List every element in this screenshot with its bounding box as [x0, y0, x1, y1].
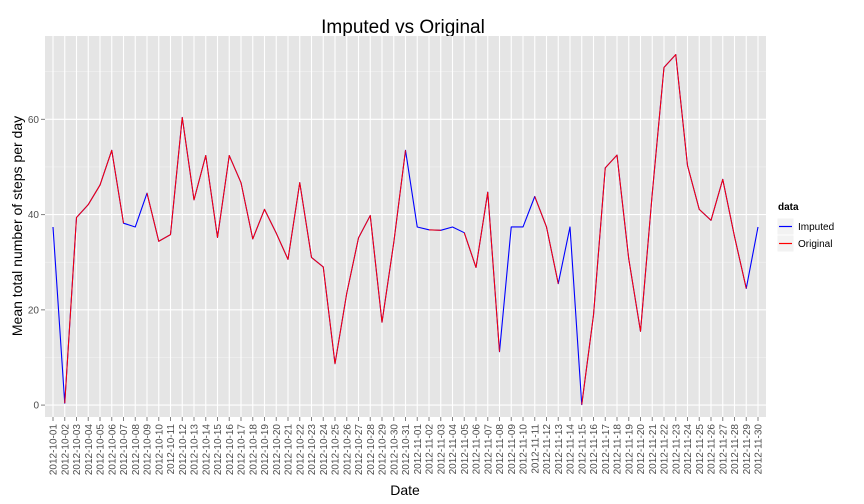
series-line-original [463, 191, 500, 352]
x-tick-label: 2012-11-12 [542, 424, 553, 475]
legend-title: data [778, 202, 799, 213]
x-tick-label: 2012-10-05 [96, 424, 107, 476]
x-tick-label: 2012-10-12 [178, 424, 189, 476]
x-tick-label: 2012-10-24 [319, 424, 330, 476]
x-tick-label: 2012-10-20 [272, 424, 283, 476]
x-tick-label: 2012-10-14 [201, 424, 212, 476]
x-tick-label: 2012-11-25 [695, 424, 706, 475]
x-tick-label: 2012-10-29 [378, 424, 389, 476]
x-tick-label: 2012-10-07 [119, 424, 130, 476]
x-tick-label: 2012-11-30 [754, 424, 765, 475]
y-axis-title: Mean total number of steps per day [9, 116, 25, 336]
x-tick-label: 2012-11-16 [589, 424, 600, 475]
y-tick-label: 60 [28, 115, 40, 126]
legend-label-original: Original [798, 239, 832, 250]
x-tick-label: 2012-11-17 [601, 424, 612, 475]
x-tick-label: 2012-11-09 [507, 424, 518, 475]
y-tick-label: 40 [28, 210, 40, 221]
y-tick-label: 0 [33, 401, 39, 412]
x-tick-label: 2012-10-23 [307, 424, 318, 476]
x-tick-label: 2012-11-19 [624, 424, 635, 475]
x-tick-label: 2012-11-21 [648, 424, 659, 475]
x-tick-label: 2012-11-10 [519, 424, 530, 475]
x-tick-label: 2012-10-28 [366, 424, 377, 476]
x-tick-label: 2012-10-26 [342, 424, 353, 476]
x-tick-label: 2012-11-01 [413, 424, 424, 475]
series-line-original [146, 116, 406, 365]
x-tick-label: 2012-11-02 [425, 424, 436, 475]
y-tick-label: 20 [28, 305, 40, 316]
x-tick-label: 2012-10-30 [389, 424, 400, 476]
x-tick-label: 2012-10-03 [72, 424, 83, 476]
x-tick-label: 2012-10-01 [49, 424, 60, 476]
series-layer [52, 54, 759, 406]
x-tick-label: 2012-10-22 [295, 424, 306, 476]
series-line-original [534, 196, 559, 284]
x-tick-label: 2012-10-16 [225, 424, 236, 476]
chart-title: Imputed vs Original [321, 17, 485, 38]
x-tick-label: 2012-10-11 [166, 424, 177, 475]
grid-major [45, 36, 766, 417]
x-tick-label: 2012-10-18 [248, 424, 259, 476]
x-tick-label: 2012-11-29 [742, 424, 753, 475]
x-tick-label: 2012-11-13 [554, 424, 565, 475]
y-axis: 0 20 40 60 [28, 115, 45, 412]
legend-label-imputed: Imputed [798, 222, 834, 233]
x-tick-label: 2012-10-08 [131, 424, 142, 476]
x-tick-label: 2012-10-15 [213, 424, 224, 476]
x-tick-label: 2012-10-31 [401, 424, 412, 476]
x-tick-label: 2012-10-02 [60, 424, 71, 476]
x-tick-label: 2012-10-27 [354, 424, 365, 476]
x-tick-label: 2012-11-22 [660, 424, 671, 475]
x-tick-label: 2012-11-11 [530, 424, 541, 474]
x-tick-label: 2012-11-24 [683, 424, 694, 475]
x-tick-label: 2012-11-15 [577, 424, 588, 475]
x-tick-label: 2012-11-23 [671, 424, 682, 475]
x-tick-label: 2012-11-06 [472, 424, 483, 475]
x-tick-label: 2012-10-25 [331, 424, 342, 476]
x-tick-label: 2012-10-10 [154, 424, 165, 476]
x-tick-label: 2012-10-19 [260, 424, 271, 476]
legend-items: Imputed Original [776, 217, 834, 253]
x-tick-label: 2012-11-08 [495, 424, 506, 475]
x-tick-label: 2012-11-03 [436, 424, 447, 475]
series-line-original [64, 149, 124, 404]
x-axis-title: Date [390, 482, 420, 498]
x-tick-label: 2012-10-09 [143, 424, 154, 476]
x-tick-label: 2012-11-04 [448, 424, 459, 475]
x-tick-label: 2012-11-27 [718, 424, 729, 475]
x-tick-label: 2012-11-26 [707, 424, 718, 475]
x-tick-label: 2012-10-06 [107, 424, 118, 476]
x-tick-label: 2012-10-17 [237, 424, 248, 476]
x-axis: 2012-10-01 2012-10-02 2012-10-03 2012-10-04… [49, 417, 765, 475]
x-tick-label: 2012-11-20 [636, 424, 647, 475]
x-tick-label: 2012-10-04 [84, 424, 95, 476]
x-tick-label: 2012-11-07 [483, 424, 494, 475]
legend: data Imputed Original [776, 202, 834, 253]
x-tick-label: 2012-11-28 [730, 424, 741, 475]
x-tick-label: 2012-10-21 [284, 424, 295, 476]
x-tick-label: 2012-11-05 [460, 424, 471, 475]
x-tick-label: 2012-11-18 [613, 424, 624, 475]
series-line-original [581, 54, 747, 405]
x-tick-label: 2012-11-14 [566, 424, 577, 475]
x-tick-label: 2012-10-13 [190, 424, 201, 476]
